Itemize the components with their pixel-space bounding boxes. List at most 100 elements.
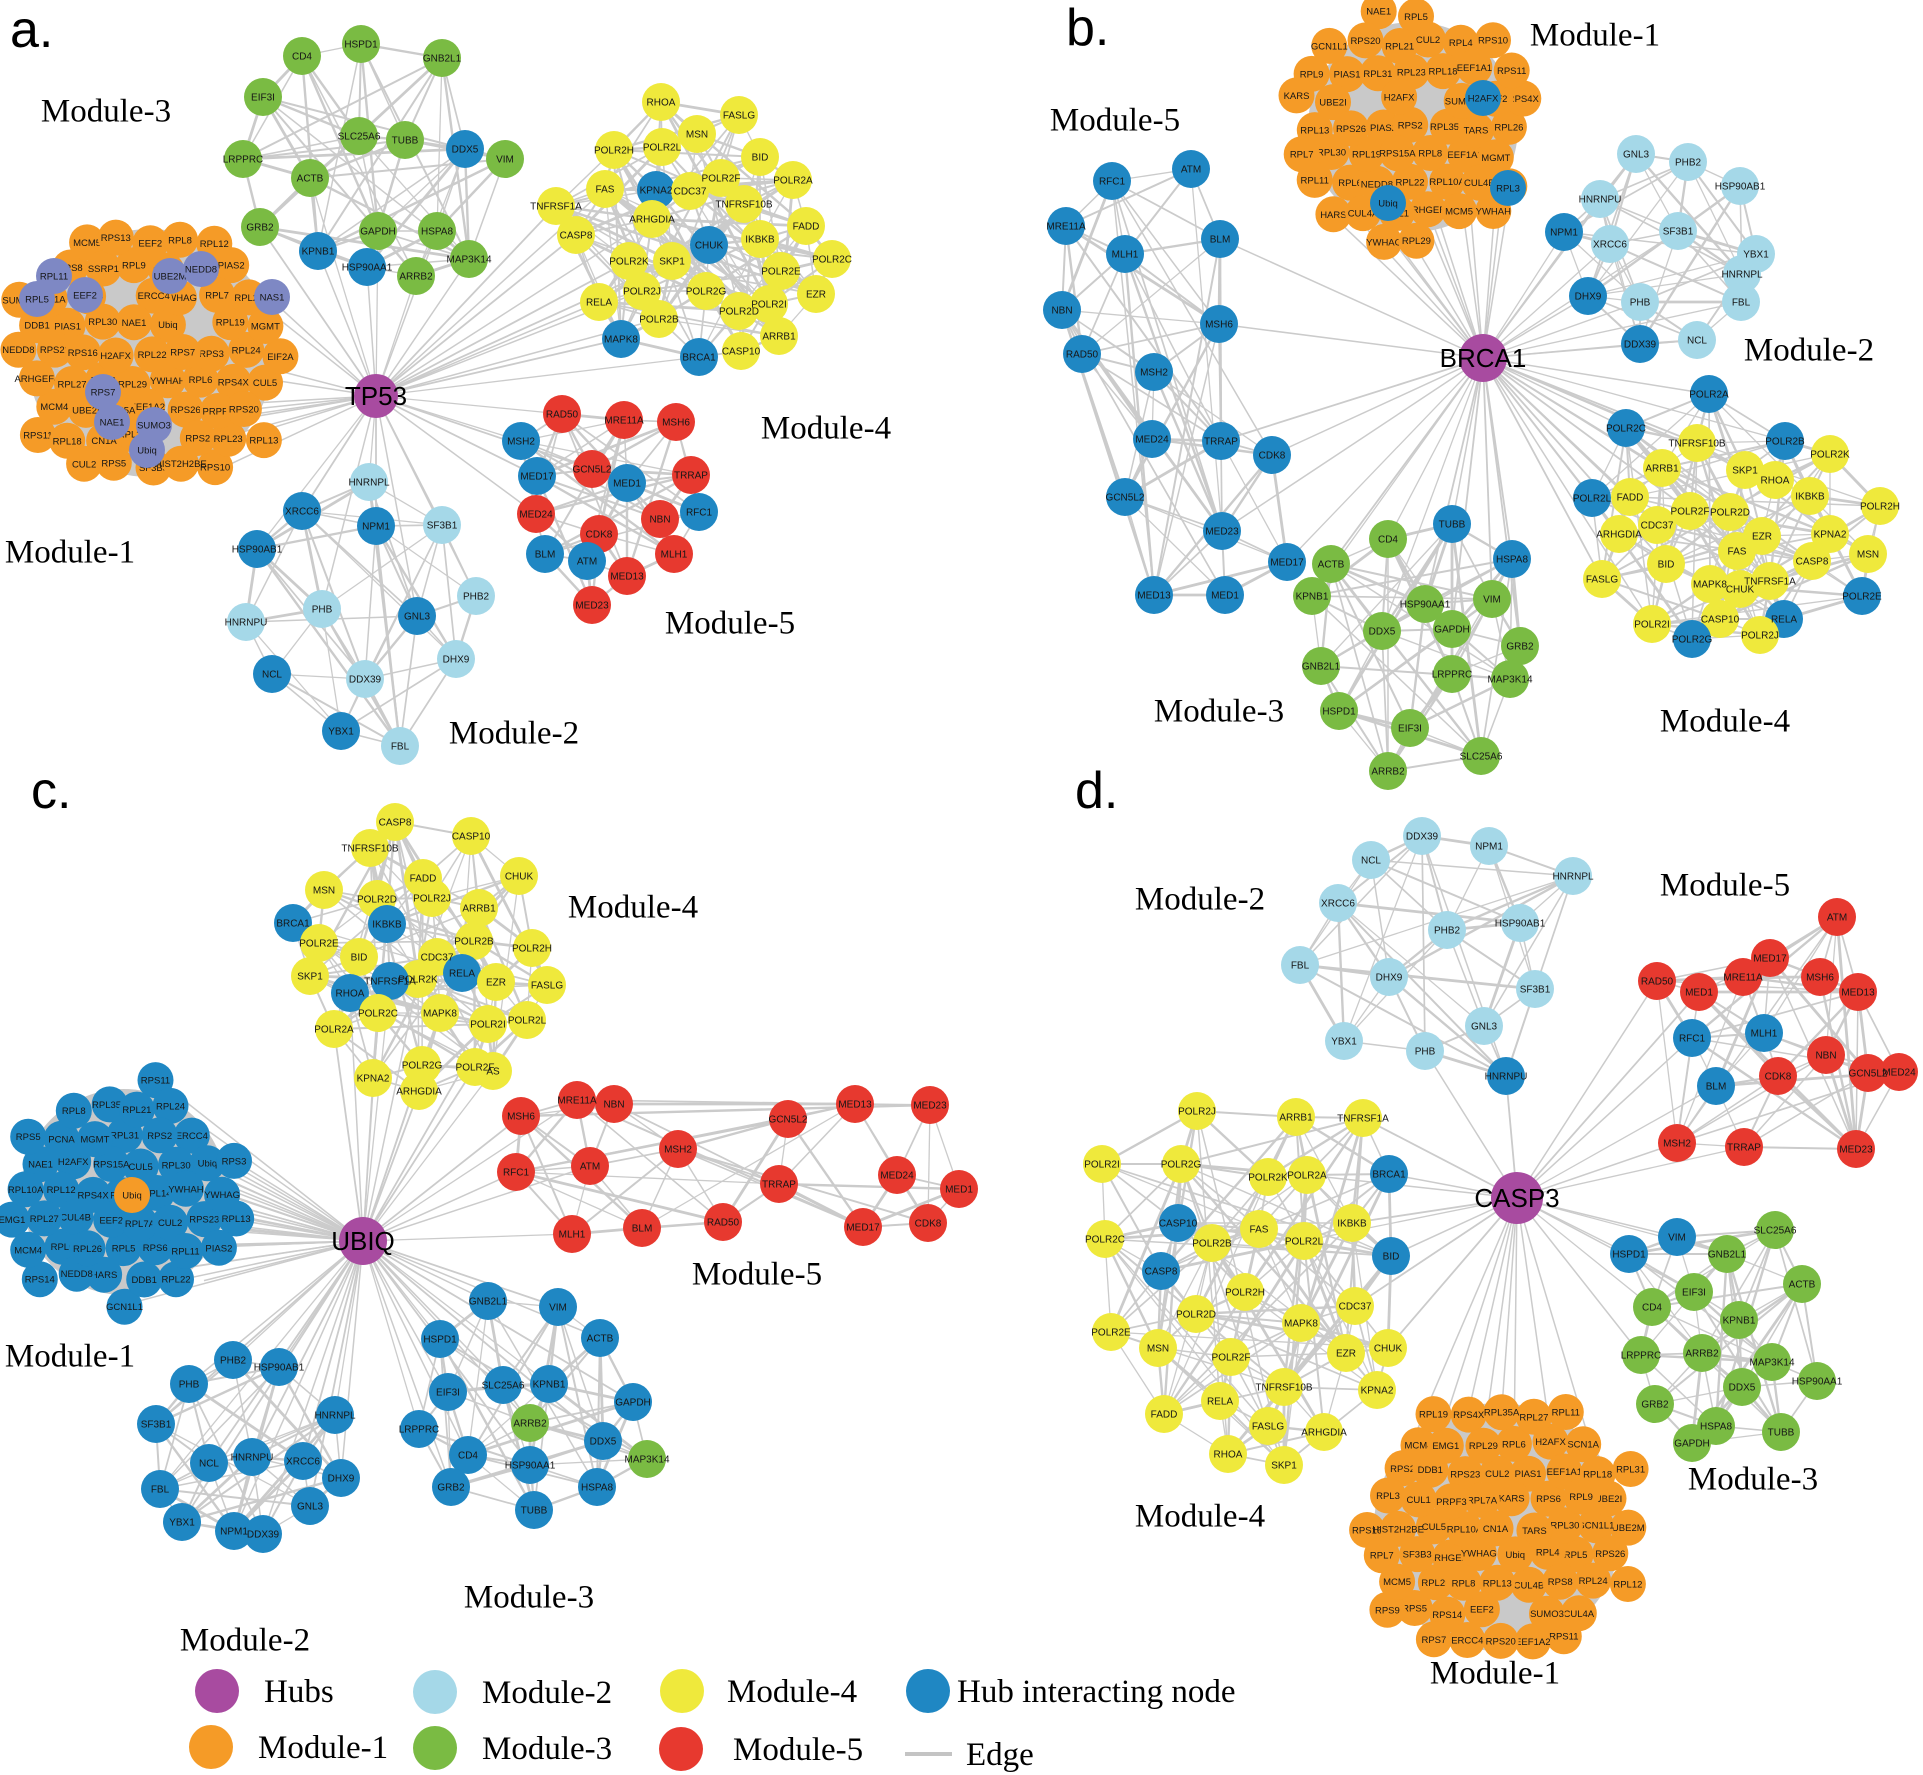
svg-text:POLR2B: POLR2B bbox=[639, 315, 679, 326]
svg-text:HNRNPU: HNRNPU bbox=[1485, 1072, 1528, 1083]
svg-text:Module-3: Module-3 bbox=[1154, 694, 1284, 730]
svg-text:RPL12: RPL12 bbox=[1613, 1580, 1642, 1591]
svg-text:RPS15A: RPS15A bbox=[93, 1160, 130, 1171]
svg-text:TUBB: TUBB bbox=[392, 136, 419, 147]
svg-text:RPS11: RPS11 bbox=[23, 431, 52, 442]
svg-text:EZR: EZR bbox=[1336, 1349, 1356, 1360]
svg-text:NEDD8: NEDD8 bbox=[185, 265, 217, 276]
svg-text:HSPD1: HSPD1 bbox=[344, 40, 378, 51]
svg-text:EEF1A1: EEF1A1 bbox=[1457, 63, 1492, 74]
svg-text:UBIQ: UBIQ bbox=[331, 1226, 395, 1256]
svg-text:BLM: BLM bbox=[1210, 235, 1231, 246]
svg-text:CASP8: CASP8 bbox=[1796, 557, 1829, 568]
svg-text:RPS20: RPS20 bbox=[1350, 36, 1380, 47]
svg-text:EZR: EZR bbox=[806, 290, 826, 301]
svg-text:CUL2: CUL2 bbox=[1485, 1469, 1509, 1480]
svg-text:CHUK: CHUK bbox=[1726, 585, 1755, 596]
svg-text:HSPD1: HSPD1 bbox=[1322, 707, 1356, 718]
svg-text:Module-4: Module-4 bbox=[761, 411, 891, 447]
svg-text:DDX39: DDX39 bbox=[349, 675, 382, 686]
svg-text:LRPPRC: LRPPRC bbox=[1432, 670, 1473, 681]
svg-text:FASLG: FASLG bbox=[1586, 575, 1618, 586]
svg-text:MED24: MED24 bbox=[880, 1171, 914, 1182]
svg-text:RPL30: RPL30 bbox=[88, 317, 117, 328]
svg-text:NEDD8: NEDD8 bbox=[1361, 179, 1393, 190]
svg-text:SF3B3: SF3B3 bbox=[1403, 1550, 1432, 1561]
svg-text:RPL19: RPL19 bbox=[216, 318, 245, 329]
svg-text:HSPD1: HSPD1 bbox=[423, 1335, 457, 1346]
svg-text:MED23: MED23 bbox=[1205, 527, 1239, 538]
svg-text:FADD: FADD bbox=[793, 222, 820, 233]
svg-text:HNRNPU: HNRNPU bbox=[231, 1453, 274, 1464]
svg-text:NCL: NCL bbox=[262, 670, 282, 681]
svg-text:RELA: RELA bbox=[449, 969, 475, 980]
svg-text:RPL11: RPL11 bbox=[171, 1247, 199, 1258]
svg-text:POLR2A: POLR2A bbox=[1689, 390, 1729, 401]
svg-text:MED13: MED13 bbox=[1841, 988, 1875, 999]
svg-text:SLC25A6: SLC25A6 bbox=[1754, 1226, 1797, 1237]
svg-text:MAP3K14: MAP3K14 bbox=[446, 255, 491, 266]
svg-text:RPL27: RPL27 bbox=[57, 380, 86, 391]
svg-text:Ubiq: Ubiq bbox=[198, 1159, 218, 1170]
svg-text:POLR2G: POLR2G bbox=[686, 287, 727, 298]
svg-text:ARRB2: ARRB2 bbox=[1685, 1349, 1719, 1360]
svg-text:RHOA: RHOA bbox=[336, 989, 365, 1000]
svg-text:ARHGEF4: ARHGEF4 bbox=[1428, 1553, 1473, 1564]
svg-text:MED1: MED1 bbox=[613, 479, 641, 490]
svg-text:MSH2: MSH2 bbox=[1140, 368, 1168, 379]
svg-text:TRRAP: TRRAP bbox=[1204, 437, 1238, 448]
svg-text:MED17: MED17 bbox=[846, 1223, 880, 1234]
svg-text:RPL29: RPL29 bbox=[1469, 1441, 1498, 1452]
svg-text:RPL7A: RPL7A bbox=[1467, 1496, 1498, 1507]
svg-text:Ubiq: Ubiq bbox=[1378, 199, 1398, 210]
svg-text:ATM: ATM bbox=[577, 557, 597, 568]
svg-text:PIAS1: PIAS1 bbox=[1515, 1469, 1542, 1480]
svg-text:HSPD1: HSPD1 bbox=[1612, 1250, 1646, 1261]
svg-text:FASLG: FASLG bbox=[723, 111, 755, 122]
svg-text:RPS2: RPS2 bbox=[1390, 1464, 1415, 1475]
svg-text:DHX9: DHX9 bbox=[1575, 292, 1602, 303]
svg-text:RPL9: RPL9 bbox=[1569, 1492, 1593, 1503]
svg-text:GRB2: GRB2 bbox=[1641, 1400, 1669, 1411]
svg-text:ARRB1: ARRB1 bbox=[462, 904, 496, 915]
svg-text:YWHAG: YWHAG bbox=[204, 1190, 240, 1201]
svg-text:EEF1A2: EEF1A2 bbox=[1515, 1637, 1550, 1648]
svg-text:CDC37: CDC37 bbox=[1641, 521, 1674, 532]
svg-text:RPS7: RPS7 bbox=[170, 348, 195, 359]
svg-text:RHOA: RHOA bbox=[1761, 476, 1790, 487]
svg-text:MED23: MED23 bbox=[1839, 1145, 1873, 1156]
svg-text:TRRAP: TRRAP bbox=[674, 471, 708, 482]
svg-text:RPL7: RPL7 bbox=[1370, 1551, 1394, 1562]
svg-text:POLR2F: POLR2F bbox=[702, 174, 741, 185]
svg-text:Module-1: Module-1 bbox=[5, 1339, 135, 1375]
svg-text:NBN: NBN bbox=[649, 515, 670, 526]
svg-text:CN1A: CN1A bbox=[1483, 1524, 1509, 1535]
svg-text:RPS26: RPS26 bbox=[171, 405, 201, 416]
svg-text:RHOA: RHOA bbox=[1214, 1450, 1243, 1461]
svg-text:RFC1: RFC1 bbox=[1679, 1034, 1706, 1045]
svg-text:RPL9: RPL9 bbox=[122, 261, 146, 272]
svg-text:RPL7: RPL7 bbox=[205, 290, 229, 301]
svg-text:YBX1: YBX1 bbox=[1331, 1037, 1357, 1048]
svg-text:ACTB: ACTB bbox=[587, 1334, 614, 1345]
svg-text:MGMT: MGMT bbox=[80, 1135, 109, 1146]
svg-text:RPS4X: RPS4X bbox=[1508, 94, 1540, 105]
svg-text:CASP8: CASP8 bbox=[379, 818, 412, 829]
svg-text:RPS23: RPS23 bbox=[189, 1215, 219, 1226]
svg-text:MSN: MSN bbox=[686, 130, 708, 141]
svg-text:BID: BID bbox=[1658, 560, 1675, 571]
svg-text:MAP3K14: MAP3K14 bbox=[1749, 1358, 1794, 1369]
svg-text:RELA: RELA bbox=[586, 298, 612, 309]
svg-text:MCM4: MCM4 bbox=[40, 402, 68, 413]
svg-text:CDK8: CDK8 bbox=[1259, 451, 1286, 462]
svg-text:NPM1: NPM1 bbox=[1475, 842, 1503, 853]
svg-text:RPL24: RPL24 bbox=[156, 1101, 185, 1112]
svg-text:BRCA1: BRCA1 bbox=[682, 353, 716, 364]
svg-text:Module-5: Module-5 bbox=[1050, 103, 1180, 139]
svg-text:CD4: CD4 bbox=[458, 1451, 478, 1462]
svg-text:ACTB: ACTB bbox=[1318, 560, 1345, 571]
svg-text:TNFRSF1A: TNFRSF1A bbox=[1337, 1114, 1389, 1125]
svg-text:PHB: PHB bbox=[1415, 1047, 1436, 1058]
svg-text:SKP1: SKP1 bbox=[297, 972, 323, 983]
svg-text:RPL31: RPL31 bbox=[1616, 1465, 1645, 1476]
